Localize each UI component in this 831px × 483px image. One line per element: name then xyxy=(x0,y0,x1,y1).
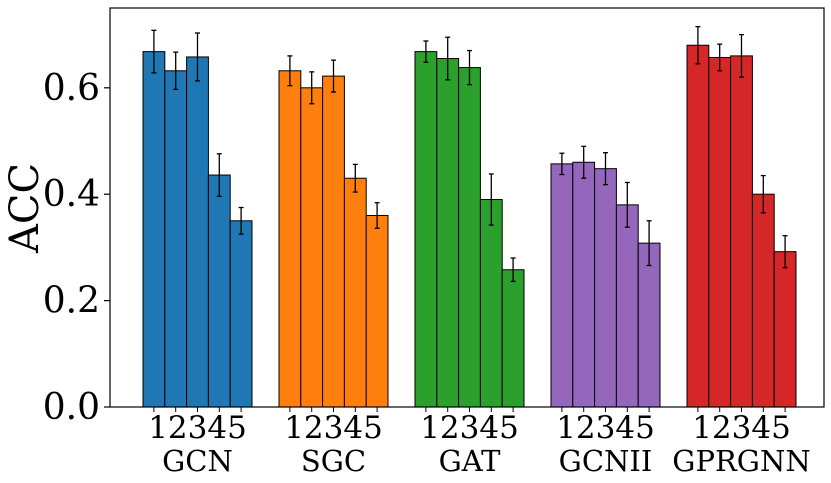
error-bar-gcnii-4 xyxy=(624,181,630,228)
bar-gcnii-1 xyxy=(550,163,574,408)
error-bar-gat-3 xyxy=(467,49,472,86)
bar-gprgnn-5 xyxy=(773,251,797,408)
y-tick-label: 0.2 xyxy=(43,281,100,322)
bar-gprgnn-4 xyxy=(751,193,775,408)
y-axis-label: ACC xyxy=(2,163,48,254)
group-label-gat: GAT xyxy=(439,444,502,478)
bar-sgc-2 xyxy=(300,87,324,408)
error-bar-gcn-4 xyxy=(216,153,222,197)
error-bar-sgc-5 xyxy=(374,202,380,229)
error-bar-gat-1 xyxy=(423,40,429,63)
error-bar-sgc-1 xyxy=(287,55,293,87)
error-bar-sgc-3 xyxy=(331,59,336,93)
bar-gat-2 xyxy=(436,58,460,408)
category-labels-gprgnn: 12345 xyxy=(692,410,791,446)
error-bar-gprgnn-1 xyxy=(695,25,701,65)
bar-sgc-1 xyxy=(278,70,302,408)
error-bar-gprgnn-5 xyxy=(782,235,788,269)
bar-gcn-2 xyxy=(164,70,188,408)
error-bar-gat-4 xyxy=(488,173,494,226)
error-bar-gcnii-1 xyxy=(559,152,565,176)
group-label-gcn: GCN xyxy=(162,444,233,478)
bar-sgc-5 xyxy=(365,214,389,408)
bar-gprgnn-3 xyxy=(730,55,753,408)
y-tick-label: 0.6 xyxy=(43,68,100,109)
bar-gprgnn-2 xyxy=(708,56,732,408)
error-bar-gprgnn-4 xyxy=(760,174,766,214)
error-bar-gcn-1 xyxy=(151,29,157,74)
bar-gcn-5 xyxy=(229,220,253,408)
bar-gcnii-5 xyxy=(637,242,661,408)
bar-gcn-3 xyxy=(186,56,209,408)
error-bar-gcn-2 xyxy=(173,51,179,91)
bar-gcn-4 xyxy=(207,174,231,408)
bar-sgc-4 xyxy=(343,177,367,408)
plot-frame xyxy=(109,7,825,408)
bar-gcn-1 xyxy=(142,51,166,408)
bar-gat-4 xyxy=(479,199,503,408)
error-bar-gat-5 xyxy=(510,257,516,283)
error-bar-gprgnn-2 xyxy=(717,43,723,72)
group-label-gcnii: GCNII xyxy=(559,444,653,478)
error-bar-gat-2 xyxy=(445,36,451,81)
error-bar-gcn-3 xyxy=(195,32,200,82)
y-tick-label: 0.0 xyxy=(43,387,100,428)
error-bar-gcnii-3 xyxy=(603,152,608,186)
bar-gcnii-4 xyxy=(615,204,639,408)
error-bars-layer xyxy=(151,25,788,283)
bar-gat-1 xyxy=(414,51,438,408)
bar-gprgnn-1 xyxy=(686,44,710,408)
bar-gcnii-2 xyxy=(572,161,596,408)
category-labels-sgc: 12345 xyxy=(284,410,383,446)
error-bar-sgc-2 xyxy=(309,71,315,105)
error-bar-gprgnn-3 xyxy=(739,33,744,78)
error-bar-gcnii-5 xyxy=(646,220,652,267)
category-labels-gcnii: 12345 xyxy=(556,410,655,446)
bar-gcnii-3 xyxy=(594,168,617,408)
category-labels-gcn: 12345 xyxy=(148,410,247,446)
category-labels-gat: 12345 xyxy=(420,410,519,446)
group-label-gprgnn: GPRGNN xyxy=(672,444,810,478)
bar-sgc-3 xyxy=(322,75,345,408)
bars-layer xyxy=(142,44,797,408)
axes-layer: 12345GCN12345SGC12345GAT12345GCNII12345G… xyxy=(43,7,825,478)
error-bar-gcnii-2 xyxy=(581,145,587,179)
group-label-sgc: SGC xyxy=(301,444,366,478)
error-bar-gcn-5 xyxy=(238,206,244,235)
bar-gat-5 xyxy=(501,269,525,408)
bar-gat-3 xyxy=(458,67,481,408)
y-tick-label: 0.4 xyxy=(43,174,100,215)
error-bar-sgc-4 xyxy=(352,163,358,193)
